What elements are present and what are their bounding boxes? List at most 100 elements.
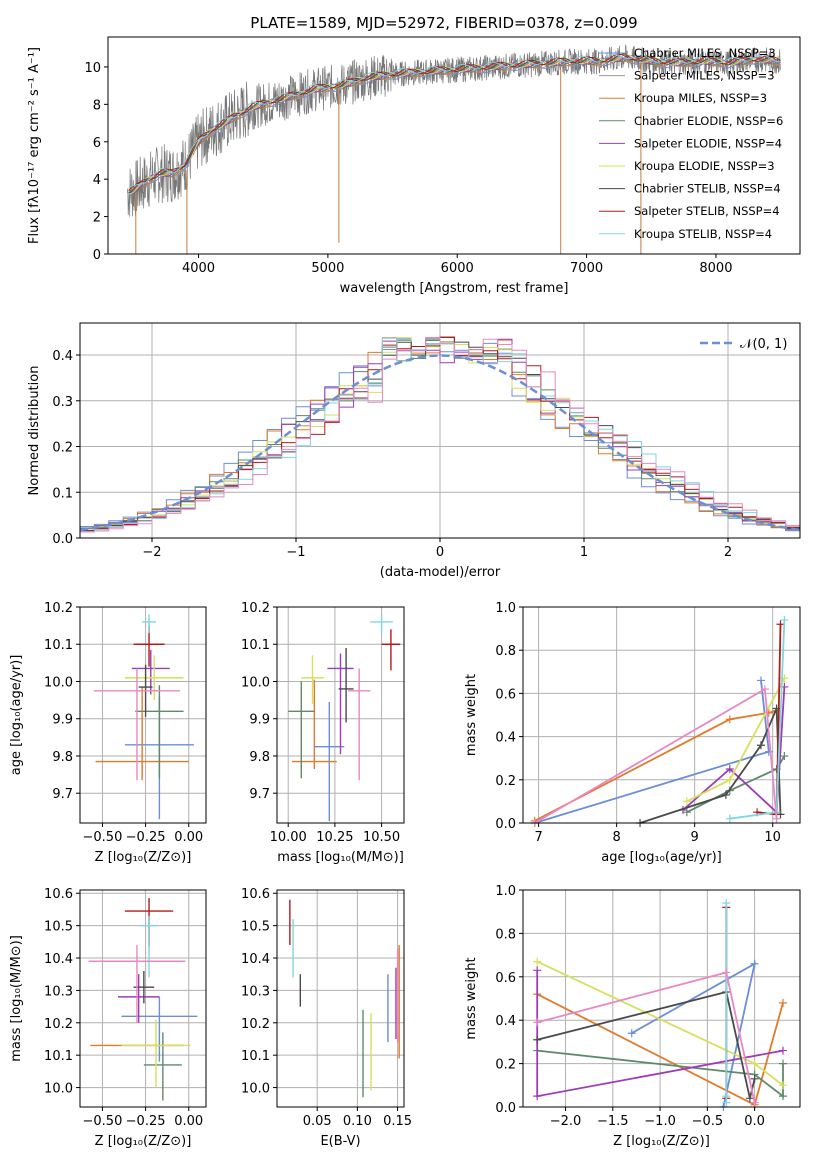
series-marker <box>776 620 785 629</box>
x-tick-label: −0.25 <box>126 830 166 845</box>
histograms <box>80 336 800 535</box>
x-tick-label: 5000 <box>311 261 344 276</box>
x-tick-label: 10 <box>764 830 781 845</box>
x-tick-label: 0.05 <box>303 1114 332 1129</box>
series-marker <box>627 1029 636 1038</box>
y-tick-label: 10.5 <box>44 920 73 935</box>
x-tick-label: 4000 <box>182 261 215 276</box>
y-axis-label: mass [log₁₀(M/M⊙)] <box>9 935 24 1062</box>
series-marker <box>780 752 789 761</box>
y-tick-label: 8 <box>93 98 101 113</box>
x-tick-label: −0.25 <box>126 1114 166 1129</box>
series-marker <box>533 966 542 975</box>
series-marker <box>722 968 731 977</box>
y-tick-label: 2 <box>93 211 101 226</box>
x-tick-label: 2 <box>724 545 732 560</box>
x-tick-label: 6000 <box>441 261 474 276</box>
series-marker <box>533 1018 542 1027</box>
series-line <box>534 709 777 822</box>
series-marker <box>533 957 542 966</box>
series-line <box>537 1049 784 1099</box>
y-tick-label: 0.0 <box>495 817 516 832</box>
y-tick-label: 10.5 <box>241 920 270 935</box>
x-tick-label: 0.0 <box>744 1114 765 1129</box>
series-marker <box>721 790 730 799</box>
legend-label: Chabrier ELODIE, NSSP=6 <box>634 114 783 128</box>
series-marker <box>760 685 769 694</box>
y-tick-label: 0.1 <box>52 486 73 501</box>
chart-title: PLATE=1589, MJD=52972, FIBERID=0378, z=0… <box>250 14 637 32</box>
x-axis-label: mass [log₁₀(M/M⊙)] <box>277 850 404 865</box>
y-tick-label: 10.4 <box>241 952 270 967</box>
y-tick-label: 0.6 <box>495 971 516 986</box>
model-spectrum-line <box>128 53 781 188</box>
x-tick-label: −1.0 <box>644 1114 676 1129</box>
series-marker <box>722 1092 731 1101</box>
series-line <box>682 686 786 815</box>
axes-layer <box>76 36 801 1111</box>
x-tick-label: −0.5 <box>692 1114 724 1129</box>
y-tick-label: 10.1 <box>241 1049 270 1064</box>
y-axis-label: mass weight <box>464 674 479 756</box>
y-tick-label: 10.1 <box>44 1049 73 1064</box>
y-tick-label: 0.4 <box>495 1014 516 1029</box>
x-axis-label: age [log₁₀(age/yr)] <box>601 850 722 865</box>
gaussian-curve <box>80 354 800 532</box>
y-tick-label: 10.1 <box>241 638 270 653</box>
x-tick-label: 10.50 <box>363 830 400 845</box>
series-marker <box>772 814 781 823</box>
series-marker <box>533 1092 542 1101</box>
grid-layer <box>80 323 800 1108</box>
y-tick-label: 0.8 <box>495 644 516 659</box>
series-marker <box>725 715 734 724</box>
series-marker <box>778 1046 787 1055</box>
x-tick-label: 1 <box>580 545 588 560</box>
y-tick-label: 10.4 <box>44 952 73 967</box>
y-axis-label: Normed distribution <box>27 366 42 496</box>
y-tick-label: 10.0 <box>241 1082 270 1097</box>
legend-label: Chabrier MILES, NSSP=3 <box>634 46 776 60</box>
x-axis-label: Z [log₁₀(Z/Z⊙)] <box>95 850 192 865</box>
y-tick-label: 0.0 <box>495 1101 516 1116</box>
series-marker <box>778 1081 787 1090</box>
x-tick-label: 0.10 <box>343 1114 372 1129</box>
series-marker <box>745 1094 754 1103</box>
y-tick-label: 0.2 <box>52 441 73 456</box>
y-axis-label: mass weight <box>464 957 479 1039</box>
legend-label: Kroupa MILES, NSSP=3 <box>634 91 767 105</box>
series-marker <box>778 1092 787 1101</box>
series-marker <box>722 899 731 908</box>
y-tick-label: 10.0 <box>44 1082 73 1097</box>
x-tick-label: −1.5 <box>597 1114 629 1129</box>
y-tick-label: 10.3 <box>241 984 270 999</box>
x-tick-label: 0.15 <box>383 1114 412 1129</box>
plot-frame <box>79 889 207 1108</box>
legend-label: Salpeter ELODIE, NSSP=4 <box>634 136 782 150</box>
y-tick-label: 0.2 <box>495 1058 516 1073</box>
series-marker <box>778 998 787 1007</box>
spectrum-lines <box>127 44 781 254</box>
x-tick-label: −0.50 <box>83 1114 123 1129</box>
y-tick-label: 10.2 <box>44 601 73 616</box>
series-line <box>534 687 778 824</box>
y-tick-label: 10.6 <box>44 887 73 902</box>
model-spectrum-line <box>128 57 781 197</box>
y-tick-label: 9.7 <box>52 787 73 802</box>
x-tick-label: 9 <box>691 830 699 845</box>
x-tick-label: −2.0 <box>550 1114 582 1129</box>
histogram-step <box>80 337 800 535</box>
x-tick-label: 10.00 <box>270 830 307 845</box>
y-axis-label: Flux [fλ10⁻¹⁷ erg cm⁻² s⁻¹ A⁻¹] <box>27 47 42 244</box>
series-marker <box>533 1035 542 1044</box>
y-tick-label: 0.2 <box>495 774 516 789</box>
model-spectrum-line <box>128 53 781 195</box>
series-line <box>536 990 756 1099</box>
legend-label: Kroupa STELIB, NSSP=4 <box>634 227 772 241</box>
y-tick-label: 1.0 <box>495 601 516 616</box>
series-marker <box>725 775 734 784</box>
y-tick-label: 10.2 <box>241 601 270 616</box>
y-tick-label: 10 <box>84 61 101 76</box>
y-tick-label: 4 <box>93 173 101 188</box>
series-marker <box>725 814 734 823</box>
